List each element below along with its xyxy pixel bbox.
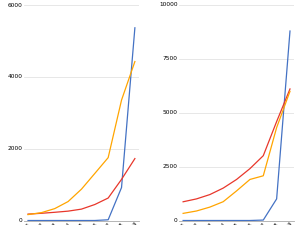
Debit Cards (m) xyxy=(66,200,70,203)
Debit Cards (m) xyxy=(26,213,30,216)
Credit Cards (₹ billion) xyxy=(195,198,198,200)
Debit Cards (m) xyxy=(80,188,83,191)
UPI (m) xyxy=(66,219,70,222)
UPI (₹ billion) xyxy=(235,219,238,222)
UPI (m) xyxy=(53,219,56,222)
Line: UPI (m): UPI (m) xyxy=(28,28,135,220)
Line: Credit Cards (₹ billion): Credit Cards (₹ billion) xyxy=(183,89,290,202)
Credit Cards (m) xyxy=(26,213,30,216)
Credit Cards (m) xyxy=(40,212,43,215)
Credit Cards (₹ billion) xyxy=(275,120,278,123)
UPI (₹ billion) xyxy=(181,219,185,222)
Debit Cards (m) xyxy=(93,172,97,175)
Debit Cards (₹ billion) xyxy=(288,90,292,93)
UPI (m) xyxy=(106,218,110,221)
Debit Cards (₹ billion) xyxy=(221,200,225,203)
Credit Cards (m) xyxy=(93,203,97,206)
UPI (m) xyxy=(40,219,43,222)
UPI (₹ billion) xyxy=(248,219,252,222)
UPI (₹ billion) xyxy=(208,219,211,222)
UPI (₹ billion) xyxy=(288,30,292,32)
Debit Cards (₹ billion) xyxy=(181,212,185,215)
UPI (m) xyxy=(120,186,123,189)
UPI (₹ billion) xyxy=(275,198,278,200)
Credit Cards (₹ billion) xyxy=(221,187,225,189)
UPI (m) xyxy=(133,27,137,29)
UPI (₹ billion) xyxy=(262,219,265,221)
Line: Debit Cards (₹ billion): Debit Cards (₹ billion) xyxy=(183,91,290,213)
Line: Debit Cards (m): Debit Cards (m) xyxy=(28,62,135,215)
UPI (₹ billion) xyxy=(195,219,198,222)
Debit Cards (₹ billion) xyxy=(262,174,265,177)
Debit Cards (₹ billion) xyxy=(235,189,238,192)
Credit Cards (₹ billion) xyxy=(181,200,185,203)
Debit Cards (m) xyxy=(53,207,56,210)
Debit Cards (₹ billion) xyxy=(275,126,278,129)
Line: Credit Cards (m): Credit Cards (m) xyxy=(28,159,135,214)
UPI (m) xyxy=(26,219,30,222)
Credit Cards (m) xyxy=(80,208,83,210)
Credit Cards (₹ billion) xyxy=(235,178,238,181)
Credit Cards (m) xyxy=(106,197,110,199)
Credit Cards (m) xyxy=(66,210,70,212)
Credit Cards (₹ billion) xyxy=(208,193,211,196)
Debit Cards (₹ billion) xyxy=(248,178,252,181)
UPI (₹ billion) xyxy=(221,219,225,222)
Debit Cards (₹ billion) xyxy=(208,206,211,208)
Debit Cards (m) xyxy=(106,156,110,159)
Credit Cards (₹ billion) xyxy=(288,88,292,90)
Debit Cards (m) xyxy=(40,211,43,214)
Credit Cards (m) xyxy=(53,211,56,214)
Credit Cards (₹ billion) xyxy=(262,154,265,157)
Debit Cards (m) xyxy=(133,60,137,63)
Credit Cards (m) xyxy=(133,157,137,160)
Debit Cards (m) xyxy=(120,99,123,101)
Credit Cards (m) xyxy=(120,178,123,181)
UPI (m) xyxy=(80,219,83,222)
Line: UPI (₹ billion): UPI (₹ billion) xyxy=(183,31,290,220)
UPI (m) xyxy=(93,219,97,222)
Debit Cards (₹ billion) xyxy=(195,210,198,212)
Credit Cards (₹ billion) xyxy=(248,167,252,170)
